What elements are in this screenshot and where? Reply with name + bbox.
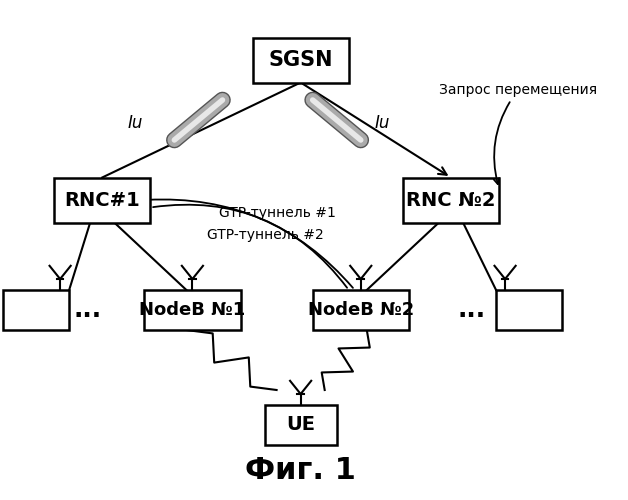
Text: NodeB №1: NodeB №1	[139, 301, 246, 319]
FancyBboxPatch shape	[264, 405, 337, 445]
FancyBboxPatch shape	[313, 290, 409, 330]
Text: GTP-туннель #2: GTP-туннель #2	[207, 228, 324, 242]
Text: SGSN: SGSN	[268, 50, 333, 70]
FancyBboxPatch shape	[496, 290, 562, 330]
Text: Фиг. 1: Фиг. 1	[245, 456, 356, 485]
Text: Iu: Iu	[127, 114, 143, 132]
FancyBboxPatch shape	[252, 38, 349, 82]
Text: GTP-туннель #1: GTP-туннель #1	[219, 206, 337, 220]
Text: ...: ...	[458, 298, 486, 322]
Text: UE: UE	[286, 416, 315, 434]
Text: RNC №2: RNC №2	[406, 190, 495, 210]
FancyBboxPatch shape	[54, 178, 150, 222]
Text: ...: ...	[73, 298, 101, 322]
Text: NodeB №2: NodeB №2	[308, 301, 414, 319]
Text: Iu: Iu	[374, 114, 389, 132]
FancyBboxPatch shape	[144, 290, 241, 330]
FancyBboxPatch shape	[3, 290, 69, 330]
Text: RNC#1: RNC#1	[64, 190, 140, 210]
FancyBboxPatch shape	[403, 178, 499, 222]
Text: Запрос перемещения: Запрос перемещения	[439, 83, 597, 184]
